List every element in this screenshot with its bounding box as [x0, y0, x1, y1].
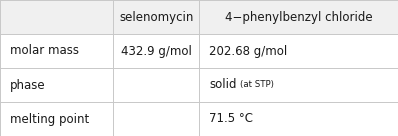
Bar — [0, 68, 113, 102]
Text: 71.5 °C: 71.5 °C — [209, 112, 253, 126]
Bar — [199, 0, 398, 34]
Bar — [113, 34, 199, 68]
Bar — [199, 102, 398, 136]
Text: phase: phase — [10, 78, 46, 92]
Text: 4−phenylbenzyl chloride: 4−phenylbenzyl chloride — [225, 10, 372, 24]
Text: 432.9 g/mol: 432.9 g/mol — [121, 44, 192, 58]
Bar — [113, 0, 199, 34]
Text: selenomycin: selenomycin — [119, 10, 193, 24]
Bar — [0, 34, 113, 68]
Bar — [113, 68, 199, 102]
Bar — [0, 0, 113, 34]
Bar — [199, 34, 398, 68]
Text: (at STP): (at STP) — [240, 81, 274, 89]
Text: molar mass: molar mass — [10, 44, 79, 58]
Text: 202.68 g/mol: 202.68 g/mol — [209, 44, 287, 58]
Text: melting point: melting point — [10, 112, 89, 126]
Bar — [199, 68, 398, 102]
Text: solid: solid — [209, 78, 236, 92]
Bar — [0, 102, 113, 136]
Bar — [113, 102, 199, 136]
